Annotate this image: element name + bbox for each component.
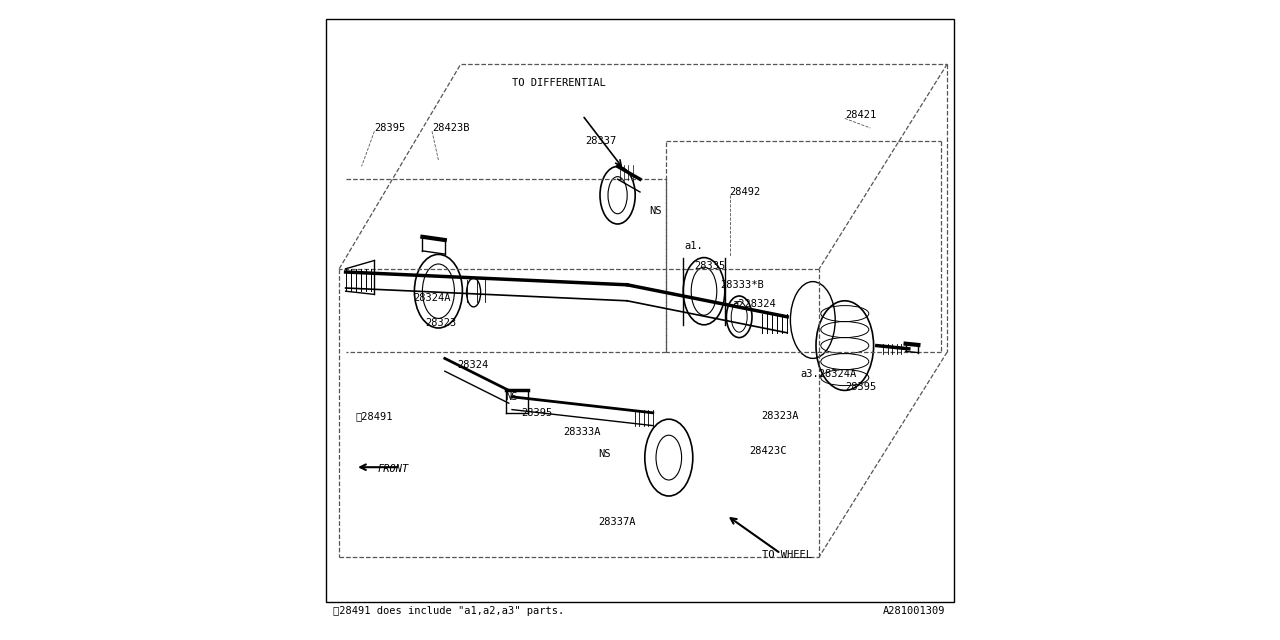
Text: a1.: a1.	[685, 241, 704, 252]
Text: FRONT: FRONT	[378, 465, 408, 474]
Text: 28395: 28395	[522, 408, 553, 418]
Text: 28423C: 28423C	[749, 446, 786, 456]
Text: TO WHEEL: TO WHEEL	[762, 550, 812, 560]
Text: NS: NS	[506, 392, 518, 402]
Text: 28335: 28335	[694, 260, 726, 271]
Text: 28337: 28337	[585, 136, 617, 146]
Text: NS: NS	[599, 449, 611, 460]
Text: A281001309: A281001309	[883, 607, 946, 616]
Text: 28395: 28395	[374, 123, 406, 133]
Text: TO DIFFERENTIAL: TO DIFFERENTIAL	[512, 79, 605, 88]
Text: 28492: 28492	[730, 187, 760, 197]
Text: 28323A: 28323A	[762, 411, 799, 421]
Text: 28333*B: 28333*B	[719, 280, 764, 290]
Text: a228324: a228324	[732, 299, 777, 309]
Text: 28395: 28395	[845, 382, 876, 392]
Text: 28323: 28323	[425, 318, 457, 328]
Text: 28421: 28421	[845, 110, 876, 120]
Text: ※28491: ※28491	[356, 411, 393, 421]
Text: 28333A: 28333A	[563, 427, 600, 437]
Text: a3.28324A: a3.28324A	[800, 369, 856, 380]
Text: 28324: 28324	[458, 360, 489, 370]
Text: NS: NS	[650, 206, 662, 216]
Text: 28324A: 28324A	[412, 292, 451, 303]
Text: ※28491 does include "a1,a2,a3" parts.: ※28491 does include "a1,a2,a3" parts.	[333, 607, 564, 616]
Text: 28423B: 28423B	[433, 123, 470, 133]
Text: 28337A: 28337A	[599, 516, 636, 527]
